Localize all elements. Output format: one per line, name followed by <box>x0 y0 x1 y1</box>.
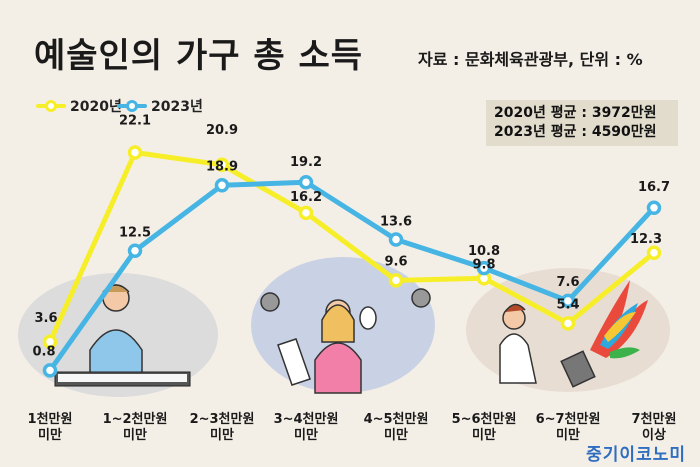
x-tick-label-line: 6~7천만원 <box>535 412 601 427</box>
data-point-2023 <box>560 293 576 309</box>
illustration-actor <box>251 257 435 394</box>
legend-label-2020: 2020년 <box>70 99 122 115</box>
x-tick-label-line: 이상 <box>642 428 666 443</box>
x-tick-label: 6~7천만원 미만 <box>528 412 608 444</box>
x-tick-label-line: 미만 <box>294 428 318 443</box>
x-tick-label: 7천만원 이상 <box>614 412 694 444</box>
x-tick-label-line: 5~6천만원 <box>451 412 517 427</box>
x-tick-label-line: 미만 <box>556 428 580 443</box>
x-tick-label: 2~3천만원 미만 <box>182 412 262 444</box>
data-label-2020: 9.8 <box>472 257 495 272</box>
data-label-2023: 7.6 <box>556 275 579 290</box>
legend-item-2023: 2023년 <box>117 96 203 116</box>
x-tick-label-line: 4~5천만원 <box>363 412 429 427</box>
x-tick-label-line: 미만 <box>38 428 62 443</box>
data-label-2020: 5.4 <box>556 297 579 312</box>
data-point-2020 <box>646 245 662 261</box>
source-note: 자료 : 문화체육관광부, 단위 : % <box>418 50 643 69</box>
average-2020: 2020년 평균 : 3972만원 <box>494 105 657 121</box>
data-label-2020: 12.3 <box>630 232 662 247</box>
data-point-2020 <box>42 334 58 350</box>
legend-swatch-2023 <box>117 100 147 112</box>
data-label-2020: 16.2 <box>290 190 322 205</box>
data-point-2023 <box>298 174 314 190</box>
data-point-2023 <box>476 260 492 276</box>
data-label-2020: 9.6 <box>384 254 407 269</box>
x-tick-label-line: 1천만원 <box>27 412 73 427</box>
legend-swatch-2020 <box>36 100 66 112</box>
average-box: 2020년 평균 : 3972만원 2023년 평균 : 4590만원 <box>486 100 678 146</box>
data-point-2023 <box>388 232 404 247</box>
legend-label-2023: 2023년 <box>151 99 203 115</box>
data-point-2023 <box>42 363 58 378</box>
data-point-2023 <box>646 200 662 216</box>
x-tick-label: 3~4천만원 미만 <box>266 412 346 444</box>
x-tick-label-line: 3~4천만원 <box>273 412 339 427</box>
data-label-2020: 20.9 <box>206 123 238 138</box>
brand-logo: 중기이코노미 <box>586 445 686 465</box>
data-label-2023: 0.8 <box>32 344 55 359</box>
data-label-2023: 10.8 <box>468 244 500 259</box>
data-label-2023: 18.9 <box>206 159 238 174</box>
data-point-2020 <box>127 145 143 160</box>
series-line-2020 <box>47 150 656 343</box>
data-point-2020 <box>388 273 404 288</box>
x-tick-label: 5~6천만원 미만 <box>444 412 524 444</box>
data-point-2020 <box>298 205 314 221</box>
data-point-2023 <box>127 243 143 258</box>
x-tick-label-line: 2~3천만원 <box>189 412 255 427</box>
x-tick-label-line: 1~2천만원 <box>102 412 168 427</box>
data-label-2023: 13.6 <box>380 215 412 230</box>
data-label-2023: 16.7 <box>638 180 670 195</box>
data-point-2023 <box>214 178 230 193</box>
data-label-2020: 22.1 <box>119 114 151 129</box>
data-point-2020 <box>560 316 576 331</box>
x-tick-label-line: 미만 <box>384 428 408 443</box>
data-label-2020: 3.6 <box>34 311 57 326</box>
x-tick-label-line: 미만 <box>472 428 496 443</box>
x-tick-label-line: 미만 <box>210 428 234 443</box>
x-tick-label-line: 7천만원 <box>631 412 677 427</box>
average-2023: 2023년 평균 : 4590만원 <box>494 124 657 140</box>
x-tick-label: 1천만원 미만 <box>10 412 90 444</box>
page-title: 예술인의 가구 총 소득 <box>34 36 364 76</box>
x-tick-label: 4~5천만원 미만 <box>356 412 436 444</box>
data-point-2020 <box>214 157 230 173</box>
data-label-2023: 19.2 <box>290 155 322 170</box>
x-tick-label-line: 미만 <box>123 428 147 443</box>
legend-item-2020: 2020년 <box>36 96 122 116</box>
series-line-2023 <box>47 179 656 372</box>
data-label-2023: 12.5 <box>119 226 151 241</box>
x-tick-label: 1~2천만원 미만 <box>95 412 175 444</box>
